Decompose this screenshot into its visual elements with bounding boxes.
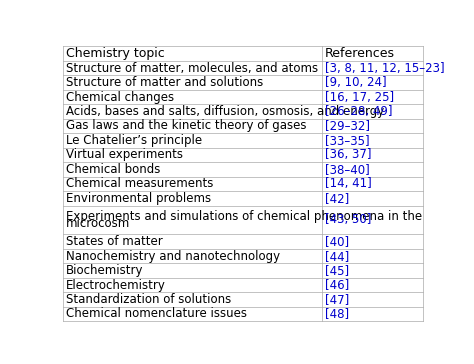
Text: Structure of matter, molecules, and atoms: Structure of matter, molecules, and atom… bbox=[66, 62, 318, 75]
Text: Biochemistry: Biochemistry bbox=[66, 264, 143, 277]
Text: Chemical changes: Chemical changes bbox=[66, 91, 174, 104]
Text: [16, 17, 25]: [16, 17, 25] bbox=[325, 91, 394, 104]
Text: Nanochemistry and nanotechnology: Nanochemistry and nanotechnology bbox=[66, 250, 280, 262]
Text: Acids, bases and salts, diffusion, osmosis, and energy: Acids, bases and salts, diffusion, osmos… bbox=[66, 105, 384, 118]
Text: Electrochemistry: Electrochemistry bbox=[66, 278, 166, 292]
Text: References: References bbox=[325, 47, 395, 60]
Text: Gas laws and the kinetic theory of gases: Gas laws and the kinetic theory of gases bbox=[66, 119, 306, 132]
Text: Le Chatelier’s principle: Le Chatelier’s principle bbox=[66, 134, 202, 147]
Text: Environmental problems: Environmental problems bbox=[66, 192, 211, 205]
Text: [43, 50]: [43, 50] bbox=[325, 213, 372, 226]
Text: States of matter: States of matter bbox=[66, 235, 163, 248]
Text: [14, 41]: [14, 41] bbox=[325, 177, 372, 190]
Text: [44]: [44] bbox=[325, 250, 349, 262]
Text: [29–32]: [29–32] bbox=[325, 119, 370, 132]
Text: [46]: [46] bbox=[325, 278, 349, 292]
Text: Structure of matter and solutions: Structure of matter and solutions bbox=[66, 76, 263, 89]
Text: [38–40]: [38–40] bbox=[325, 163, 370, 176]
Text: [3, 8, 11, 12, 15–23]: [3, 8, 11, 12, 15–23] bbox=[325, 62, 445, 75]
Text: [33–35]: [33–35] bbox=[325, 134, 370, 147]
Text: microcosm: microcosm bbox=[66, 217, 130, 230]
Text: [40]: [40] bbox=[325, 235, 349, 248]
Text: Chemical bonds: Chemical bonds bbox=[66, 163, 160, 176]
Text: Chemical measurements: Chemical measurements bbox=[66, 177, 213, 190]
Text: [36, 37]: [36, 37] bbox=[325, 149, 372, 161]
Text: Virtual experiments: Virtual experiments bbox=[66, 149, 183, 161]
Text: Experiments and simulations of chemical phenomena in the: Experiments and simulations of chemical … bbox=[66, 210, 422, 223]
Text: Standardization of solutions: Standardization of solutions bbox=[66, 293, 231, 306]
Text: Chemistry topic: Chemistry topic bbox=[66, 47, 164, 60]
Text: [48]: [48] bbox=[325, 308, 349, 320]
Text: [47]: [47] bbox=[325, 293, 349, 306]
Text: [9, 10, 24]: [9, 10, 24] bbox=[325, 76, 387, 89]
Text: [42]: [42] bbox=[325, 192, 349, 205]
Text: [45]: [45] bbox=[325, 264, 349, 277]
Text: [26–28, 49]: [26–28, 49] bbox=[325, 105, 392, 118]
Text: Chemical nomenclature issues: Chemical nomenclature issues bbox=[66, 308, 247, 320]
